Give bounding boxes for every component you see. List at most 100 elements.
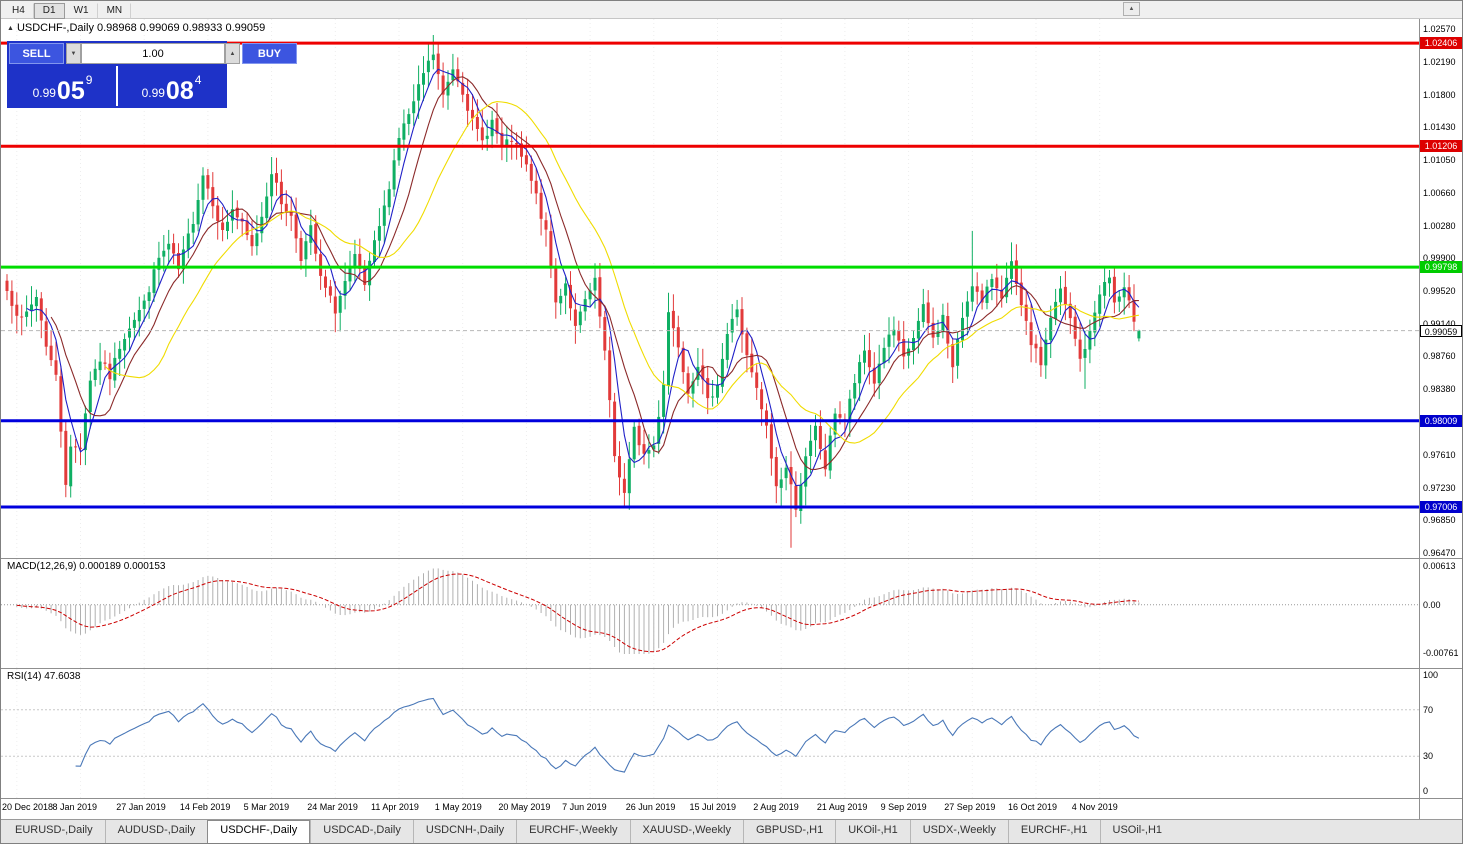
candle-body xyxy=(652,445,656,450)
price-tag: 1.01206 xyxy=(1420,140,1462,153)
chart-tab-eurchf[interactable]: EURCHF-,H1 xyxy=(1007,820,1100,843)
rsi-canvas[interactable] xyxy=(1,669,1419,798)
collapse-arrow-icon[interactable]: ▲ xyxy=(1123,2,1140,16)
candle-body xyxy=(54,360,58,375)
candle-body xyxy=(667,312,670,386)
candle-body xyxy=(696,366,700,380)
buy-price[interactable]: 0.99 08 4 xyxy=(118,66,225,106)
volume-input[interactable] xyxy=(81,43,225,64)
candle-body xyxy=(186,233,190,250)
candle-body xyxy=(711,396,715,398)
chart-tab-usdx[interactable]: USDX-,Weekly xyxy=(909,820,1008,843)
candle-body xyxy=(211,187,215,207)
price-tag: 0.98009 xyxy=(1420,414,1462,427)
candle-body xyxy=(485,135,489,139)
axis-tick: 0.98380 xyxy=(1423,383,1456,394)
candle-body xyxy=(990,279,994,287)
candle-body xyxy=(196,200,200,225)
chart-tab-usdcnh[interactable]: USDCNH-,Daily xyxy=(412,820,516,843)
candle-body xyxy=(1112,276,1116,303)
timeframe-h4-button[interactable]: H4 xyxy=(3,2,34,19)
chart-tab-xauusd[interactable]: XAUUSD-,Weekly xyxy=(629,820,743,843)
candle-body xyxy=(1122,287,1126,298)
candle-body xyxy=(534,180,538,194)
time-axis[interactable]: 20 Dec 2018 8 Jan 2019 27 Jan 2019 14 Feb 2… xyxy=(1,799,1419,819)
candle-body xyxy=(872,367,876,384)
candle-body xyxy=(662,384,666,417)
candle-body xyxy=(593,277,597,291)
candle-body xyxy=(1039,346,1043,366)
main-chart-canvas[interactable] xyxy=(1,19,1419,558)
candle-body xyxy=(1024,304,1028,321)
chart-tab-usdchf[interactable]: USDCHF-,Daily xyxy=(207,820,311,843)
candle-body xyxy=(765,410,768,426)
candle-body xyxy=(172,243,176,254)
candle-body xyxy=(882,347,886,364)
axis-tick: 1.00660 xyxy=(1423,188,1456,199)
sell-price-big: 05 xyxy=(56,77,85,105)
candle-body xyxy=(230,209,234,221)
chart-title-text: USDCHF-,Daily 0.98968 0.99069 0.98933 0.… xyxy=(16,22,266,34)
candle-body xyxy=(760,389,764,410)
candle-body xyxy=(598,277,602,317)
price-tag: 0.99798 xyxy=(1420,261,1462,274)
candle-body xyxy=(965,301,969,317)
axis-tick: 1.01800 xyxy=(1423,90,1456,101)
volume-down-icon[interactable]: ▼ xyxy=(66,43,81,64)
buy-button[interactable]: BUY xyxy=(242,43,297,64)
chart-tab-ukoil[interactable]: UKOil-,H1 xyxy=(835,820,910,843)
chart-tab-audusd[interactable]: AUDUSD-,Daily xyxy=(104,820,208,843)
candle-body xyxy=(902,339,906,357)
candle-body xyxy=(314,224,318,254)
candle-body xyxy=(818,426,822,449)
macd-canvas[interactable] xyxy=(1,559,1419,668)
axis-tick: 0 xyxy=(1423,786,1429,796)
chart-tab-gbpusd[interactable]: GBPUSD-,H1 xyxy=(742,820,835,843)
axis-tick: 0.96850 xyxy=(1423,515,1456,526)
date-label: 15 Jul 2019 xyxy=(689,802,737,812)
timeframe-mn-button[interactable]: MN xyxy=(98,2,132,19)
candle-body xyxy=(833,413,837,435)
chart-tab-usdcad[interactable]: USDCAD-,Daily xyxy=(310,820,413,843)
candle-body xyxy=(691,381,695,394)
candle-body xyxy=(466,94,470,111)
sell-price[interactable]: 0.99 05 9 xyxy=(9,66,116,106)
timeframe-toolbar: H4 D1 W1 MN ▲ xyxy=(1,1,1462,19)
candle-body xyxy=(328,286,332,296)
rsi-axis: 100 70 30 0 xyxy=(1419,669,1462,799)
candle-body xyxy=(921,304,925,322)
candle-body xyxy=(59,376,63,432)
chart-tab-usoil[interactable]: USOil-,H1 xyxy=(1099,820,1175,843)
candle-body xyxy=(1088,330,1092,350)
chart-tab-eurusd[interactable]: EURUSD-,Daily xyxy=(15,824,93,836)
candle-body xyxy=(255,233,259,247)
axis-tick: 0.99900 xyxy=(1423,253,1456,264)
candle-body xyxy=(147,292,151,301)
chart-tab-eurchf[interactable]: EURCHF-,Weekly xyxy=(516,820,629,843)
candle-body xyxy=(774,457,778,487)
candle-body xyxy=(157,257,161,270)
date-label: 8 Jan 2019 xyxy=(52,802,98,812)
candle-body xyxy=(480,127,484,141)
candle-body xyxy=(637,425,641,446)
sell-button[interactable]: SELL xyxy=(9,43,64,64)
candle-body xyxy=(622,478,626,493)
candle-body xyxy=(162,250,166,257)
date-label: 4 Nov 2019 xyxy=(1071,802,1118,812)
candle-body xyxy=(30,304,33,310)
candle-body xyxy=(1063,286,1067,305)
candle-body xyxy=(588,290,592,300)
timeframe-d1-button[interactable]: D1 xyxy=(33,2,65,19)
timeframe-w1-button[interactable]: W1 xyxy=(65,2,98,19)
candle-body xyxy=(814,425,817,441)
axis-tick: 0.97610 xyxy=(1423,450,1456,461)
candle-body xyxy=(1005,277,1009,298)
date-label: 2 Aug 2019 xyxy=(753,802,799,812)
volume-up-icon[interactable]: ▲ xyxy=(225,43,240,64)
axis-tick: 30 xyxy=(1423,751,1434,762)
candle-body xyxy=(373,240,376,262)
candle-body xyxy=(123,339,127,351)
macd-axis: 0.00613 0.00 -0.00761 xyxy=(1419,559,1462,669)
candle-body xyxy=(20,316,24,318)
